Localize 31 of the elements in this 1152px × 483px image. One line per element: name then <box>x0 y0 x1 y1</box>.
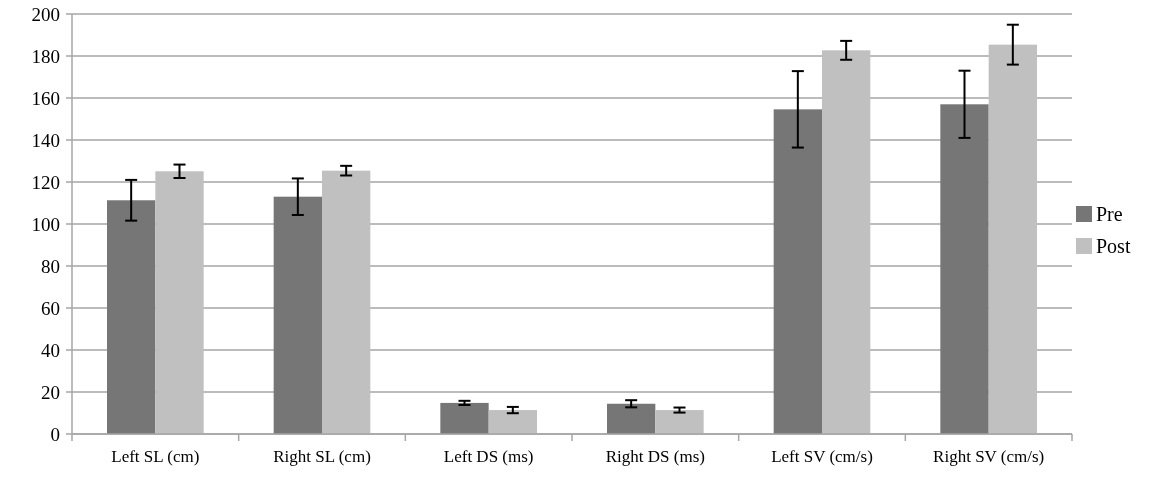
bar <box>440 402 489 434</box>
bar <box>822 50 871 434</box>
y-tick-label: 180 <box>31 45 60 67</box>
x-tick-label: Right SV (cm/s) <box>933 447 1045 466</box>
x-tick-label: Left SV (cm/s) <box>771 447 873 466</box>
y-tick-label: 0 <box>50 423 60 445</box>
y-tick-label: 120 <box>31 171 60 193</box>
bar <box>607 403 656 434</box>
bar <box>655 410 704 434</box>
bar <box>107 200 156 434</box>
bar <box>988 44 1037 434</box>
legend-label: Post <box>1096 235 1131 257</box>
y-tick-label: 60 <box>41 297 60 319</box>
bar <box>273 196 322 434</box>
x-tick-label: Left SL (cm) <box>111 447 200 466</box>
y-tick-label: 40 <box>41 339 60 361</box>
y-tick-label: 160 <box>31 87 60 109</box>
x-tick-label: Right DS (ms) <box>605 447 705 466</box>
x-tick-label: Left DS (ms) <box>443 447 534 466</box>
bar <box>773 109 822 434</box>
y-tick-label: 20 <box>41 381 60 403</box>
legend-label: Pre <box>1096 203 1123 225</box>
y-tick-label: 140 <box>31 129 60 151</box>
bar <box>155 171 204 434</box>
y-tick-label: 80 <box>41 255 60 277</box>
y-tick-label: 200 <box>31 3 60 25</box>
bar <box>488 410 537 434</box>
y-tick-label: 100 <box>31 213 60 235</box>
bar <box>940 104 989 434</box>
x-tick-label: Right SL (cm) <box>273 447 371 466</box>
bar <box>322 170 371 434</box>
